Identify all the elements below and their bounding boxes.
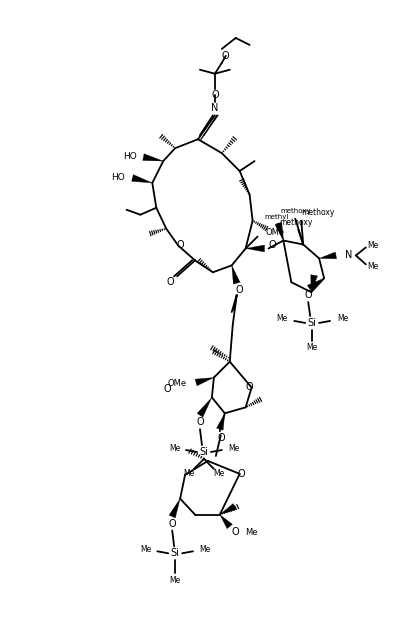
Text: O: O [163, 384, 171, 394]
Polygon shape [197, 398, 212, 417]
Text: O: O [236, 285, 244, 295]
Text: OMe: OMe [168, 379, 187, 388]
Polygon shape [143, 154, 163, 161]
Text: O: O [168, 518, 176, 528]
Text: Me: Me [276, 314, 287, 324]
Polygon shape [169, 499, 180, 518]
Text: O: O [196, 417, 204, 427]
Text: Me: Me [213, 470, 224, 478]
Text: N: N [211, 103, 219, 113]
Text: O: O [166, 277, 174, 287]
Text: methoxy: methoxy [301, 208, 334, 217]
Text: Si: Si [200, 447, 208, 457]
Text: O: O [305, 290, 312, 300]
Text: Me: Me [245, 528, 257, 537]
Text: O: O [217, 433, 225, 443]
Polygon shape [275, 223, 283, 240]
Text: Me: Me [367, 241, 378, 250]
Text: O: O [211, 90, 219, 100]
Polygon shape [220, 503, 236, 515]
Polygon shape [195, 377, 214, 386]
Text: Me: Me [140, 545, 151, 554]
Text: Me: Me [228, 444, 239, 453]
Text: methoxy: methoxy [279, 218, 313, 227]
Polygon shape [220, 515, 232, 529]
Text: Me: Me [337, 314, 348, 324]
Polygon shape [132, 175, 152, 183]
Text: O: O [232, 528, 239, 538]
Polygon shape [311, 275, 318, 292]
Text: O: O [246, 382, 253, 393]
Text: methyl: methyl [264, 213, 288, 220]
Text: O: O [238, 469, 246, 479]
Polygon shape [246, 245, 264, 252]
Text: O: O [222, 51, 230, 61]
Text: OMe: OMe [266, 228, 285, 237]
Polygon shape [217, 413, 225, 430]
Text: Me: Me [199, 545, 210, 554]
Text: Me: Me [307, 343, 318, 352]
Text: HO: HO [123, 151, 136, 161]
Text: Me: Me [169, 444, 180, 453]
Polygon shape [232, 265, 240, 284]
Text: O: O [268, 240, 276, 250]
Text: Me: Me [169, 575, 181, 585]
Text: N: N [345, 250, 353, 260]
Text: HO: HO [111, 173, 125, 182]
Text: Me: Me [184, 470, 195, 478]
Polygon shape [319, 252, 337, 259]
Text: O: O [176, 240, 184, 250]
Text: Me: Me [367, 262, 378, 271]
Text: Si: Si [171, 548, 180, 558]
Text: methoxy: methoxy [280, 208, 310, 213]
Text: Si: Si [308, 318, 317, 328]
Polygon shape [307, 278, 324, 291]
